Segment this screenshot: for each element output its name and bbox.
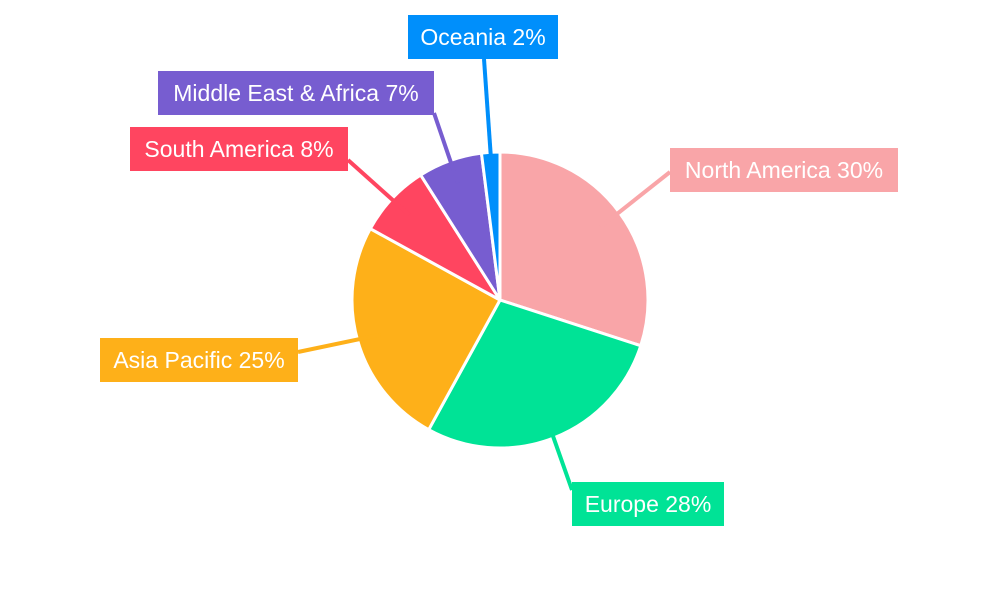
data-label-text: Asia Pacific 25%	[113, 347, 284, 373]
leader-line-asia-pacific	[297, 332, 382, 354]
data-label-box	[408, 15, 558, 59]
data-label-europe: Europe 28%	[572, 482, 724, 526]
data-label-text: Oceania 2%	[420, 24, 545, 50]
slices-layer	[350, 150, 650, 450]
data-label-box	[572, 482, 724, 526]
leader-lines-layer	[297, 58, 672, 491]
leader-line-middle-east-and-africa	[432, 112, 460, 184]
data-label-asia-pacific: Asia Pacific 25%	[100, 338, 298, 382]
data-label-box	[130, 127, 348, 171]
data-label-oceania: Oceania 2%	[408, 15, 558, 59]
data-label-middle-east-and-africa: Middle East & Africa 7%	[158, 71, 434, 115]
data-label-text: South America 8%	[144, 136, 333, 162]
labels-layer: North America 30% Europe 28% Asia Pacific …	[100, 15, 898, 526]
leader-line-north-america	[599, 170, 672, 229]
data-label-box	[670, 148, 898, 192]
leader-line-oceania	[482, 58, 495, 177]
data-label-box	[158, 71, 434, 115]
data-label-south-america: South America 8%	[130, 127, 348, 171]
data-label-text: Europe 28%	[585, 491, 712, 517]
data-label-box	[100, 338, 298, 382]
data-label-text: Middle East & Africa 7%	[173, 80, 418, 106]
data-label-north-america: North America 30%	[670, 148, 898, 192]
leader-line-europe	[543, 414, 574, 491]
leader-line-south-america	[346, 158, 411, 217]
data-label-text: North America 30%	[685, 157, 883, 183]
